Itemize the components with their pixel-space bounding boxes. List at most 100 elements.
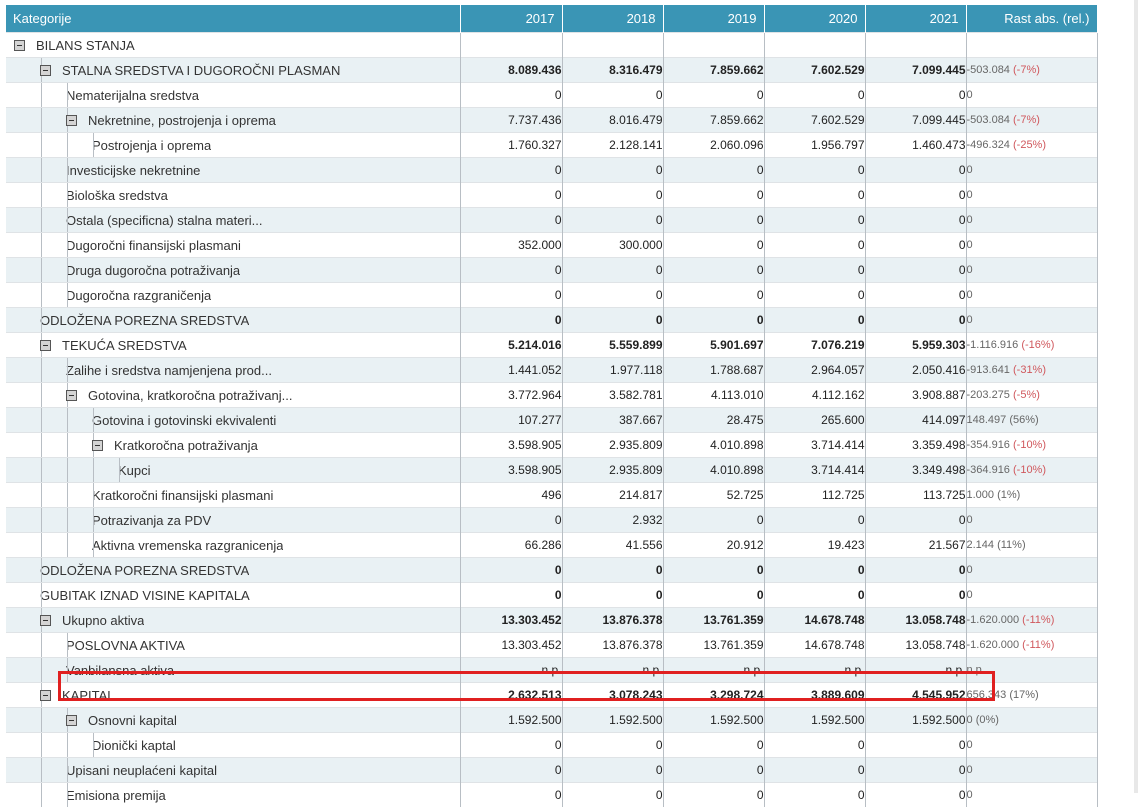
category-cell[interactable]: Dugoročna razgraničenja xyxy=(6,283,460,308)
growth-cell: 0 xyxy=(966,583,1097,608)
category-cell[interactable]: Kratkoročni finansijski plasmani xyxy=(6,483,460,508)
category-cell[interactable]: Dugoročni finansijski plasmani xyxy=(6,233,460,258)
year-value-cell: 13.876.378 xyxy=(562,608,663,633)
category-cell[interactable]: Dionički kaptal xyxy=(6,733,460,758)
category-cell[interactable]: Kratkoročna potraživanja xyxy=(6,433,460,458)
category-cell[interactable]: Potrazivanja za PDV xyxy=(6,508,460,533)
table-row[interactable]: Gotovina, kratkoročna potraživanj...3.77… xyxy=(6,383,1097,408)
category-cell[interactable]: Emisiona premija xyxy=(6,783,460,807)
column-header-year[interactable]: 2020 xyxy=(764,5,865,33)
collapse-toggle-icon[interactable] xyxy=(66,390,77,401)
collapse-toggle-icon[interactable] xyxy=(40,690,51,701)
collapse-toggle-icon[interactable] xyxy=(66,715,77,726)
collapse-toggle-icon[interactable] xyxy=(66,115,77,126)
year-value-cell: n.p. xyxy=(865,658,966,683)
growth-absolute: -354.916 xyxy=(967,439,1010,451)
growth-relative: (-10%) xyxy=(1013,439,1046,451)
table-row[interactable]: BILANS STANJA xyxy=(6,33,1097,58)
year-value-cell: 13.761.359 xyxy=(663,633,764,658)
tree-guide-line xyxy=(41,358,42,382)
tree-guide-line xyxy=(67,183,68,207)
category-cell[interactable]: GUBITAK IZNAD VISINE KAPITALA xyxy=(6,583,460,608)
category-cell[interactable]: Zalihe i sredstva namjenjena prod... xyxy=(6,358,460,383)
year-value-cell: 8.089.436 xyxy=(460,58,562,83)
column-header-growth[interactable]: Rast abs. (rel.) xyxy=(966,5,1097,33)
category-cell[interactable]: Nematerijalna sredstva xyxy=(6,83,460,108)
category-cell[interactable]: Druga dugoročna potraživanja xyxy=(6,258,460,283)
category-cell[interactable]: Ukupno aktiva xyxy=(6,608,460,633)
category-cell[interactable]: Upisani neuplaćeni kapital xyxy=(6,758,460,783)
category-cell[interactable]: Biološka sredstva xyxy=(6,183,460,208)
category-label: Upisani neuplaćeni kapital xyxy=(66,763,217,778)
collapse-toggle-icon[interactable] xyxy=(40,615,51,626)
tree-guide-line xyxy=(41,783,42,807)
category-cell[interactable]: ODLOŽENA POREZNA SREDSTVA xyxy=(6,558,460,583)
tree-guide-line xyxy=(67,758,68,782)
category-cell[interactable]: Aktivna vremenska razgranicenja xyxy=(6,533,460,558)
column-header-category[interactable]: Kategorije xyxy=(6,5,460,33)
category-cell[interactable]: Osnovni kapital xyxy=(6,708,460,733)
year-value-cell: 13.058.748 xyxy=(865,608,966,633)
collapse-toggle-icon[interactable] xyxy=(14,40,25,51)
year-value-cell: 0 xyxy=(764,758,865,783)
year-value-cell: 0 xyxy=(865,183,966,208)
category-cell[interactable]: Postrojenja i oprema xyxy=(6,133,460,158)
collapse-toggle-icon[interactable] xyxy=(40,65,51,76)
year-value-cell: 0 xyxy=(865,733,966,758)
tree-guide-line xyxy=(41,208,42,232)
scrollbar-track[interactable] xyxy=(1134,0,1138,793)
category-cell[interactable]: Investicijske nekretnine xyxy=(6,158,460,183)
column-header-year[interactable]: 2019 xyxy=(663,5,764,33)
table-row[interactable]: Zalihe i sredstva namjenjena prod...1.44… xyxy=(6,358,1097,383)
tree-guide-line xyxy=(41,133,42,157)
category-cell[interactable]: TEKUĆA SREDSTVA xyxy=(6,333,460,358)
category-cell[interactable]: POSLOVNA AKTIVA xyxy=(6,633,460,658)
category-cell[interactable]: STALNA SREDSTVA I DUGOROČNI PLASMAN xyxy=(6,58,460,83)
column-header-year[interactable]: 2018 xyxy=(562,5,663,33)
collapse-toggle-icon[interactable] xyxy=(40,340,51,351)
category-cell[interactable]: Gotovina i gotovinski ekvivalenti xyxy=(6,408,460,433)
category-cell[interactable]: ODLOŽENA POREZNA SREDSTVA xyxy=(6,308,460,333)
category-cell[interactable]: Kupci xyxy=(6,458,460,483)
category-cell[interactable]: Ostala (specificna) stalna materi... xyxy=(6,208,460,233)
category-cell[interactable]: Vanbilansna aktiva xyxy=(6,658,460,683)
category-cell[interactable]: Gotovina, kratkoročna potraživanj... xyxy=(6,383,460,408)
category-cell[interactable]: BILANS STANJA xyxy=(6,33,460,58)
category-label: BILANS STANJA xyxy=(36,38,135,53)
category-label: Dionički kaptal xyxy=(92,738,176,753)
column-header-year[interactable]: 2021 xyxy=(865,5,966,33)
collapse-toggle-icon[interactable] xyxy=(92,440,103,451)
growth-relative: (-5%) xyxy=(1013,389,1040,401)
category-cell[interactable]: Nekretnine, postrojenja i oprema xyxy=(6,108,460,133)
column-header-year[interactable]: 2017 xyxy=(460,5,562,33)
category-cell[interactable]: KAPITAL xyxy=(6,683,460,708)
